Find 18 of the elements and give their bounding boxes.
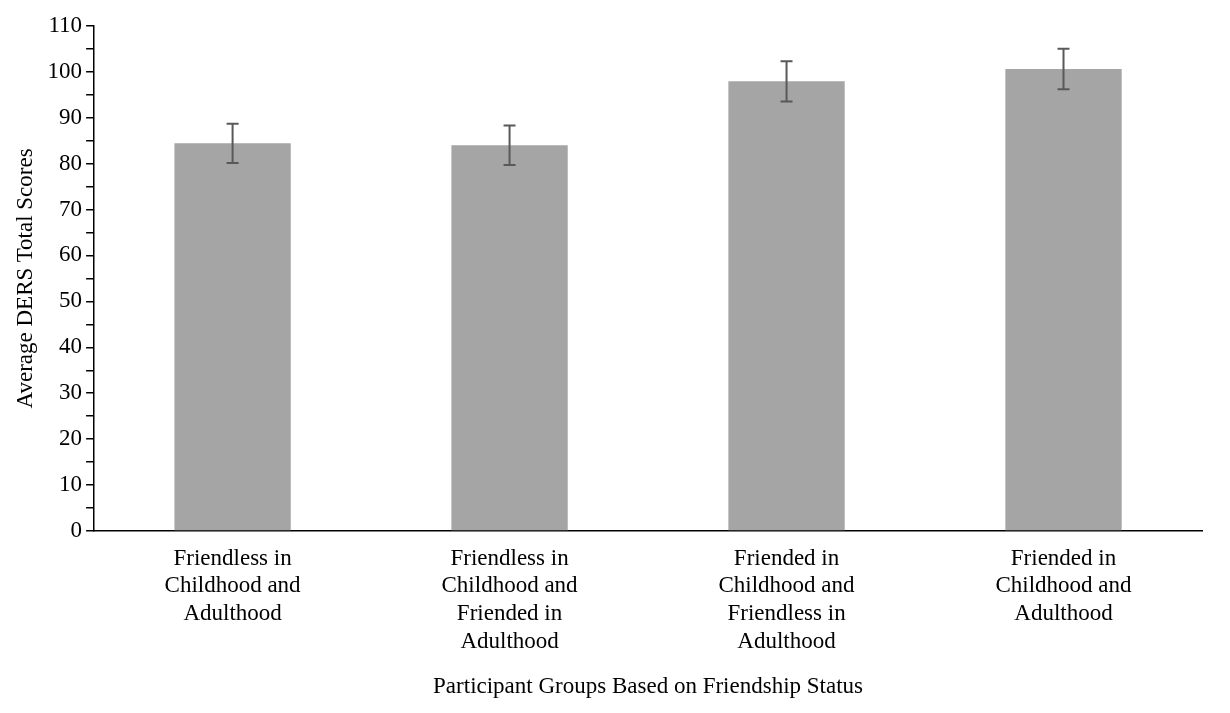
y-tick-label: 10: [59, 471, 83, 497]
y-axis-title: Average DERS Total Scores: [11, 148, 37, 409]
x-tick-label: Friended in Childhood and Adulthood: [995, 544, 1133, 626]
y-tick-label: 20: [59, 425, 83, 451]
y-tick-label: 0: [70, 517, 83, 543]
y-tick-label: 110: [48, 11, 83, 37]
y-tick-label: 60: [59, 241, 83, 267]
y-tick-label: 50: [59, 287, 83, 313]
y-tick-label: 40: [59, 333, 83, 359]
y-tick-label: 70: [59, 195, 83, 221]
x-axis-title: Participant Groups Based on Friendship Status: [433, 673, 864, 699]
y-tick-label: 100: [47, 57, 83, 83]
x-tick-label: Friendless in Childhood and Adulthood: [164, 544, 302, 626]
x-tick-label: Friended in Childhood and Friendless in Adulthood: [718, 544, 856, 653]
y-tick-label: 80: [59, 149, 83, 175]
y-tick-label: 90: [59, 103, 83, 129]
x-tick-label: Friendless in Childhood and Friended in Adulthood: [441, 544, 579, 653]
y-tick-label: 30: [59, 379, 83, 405]
